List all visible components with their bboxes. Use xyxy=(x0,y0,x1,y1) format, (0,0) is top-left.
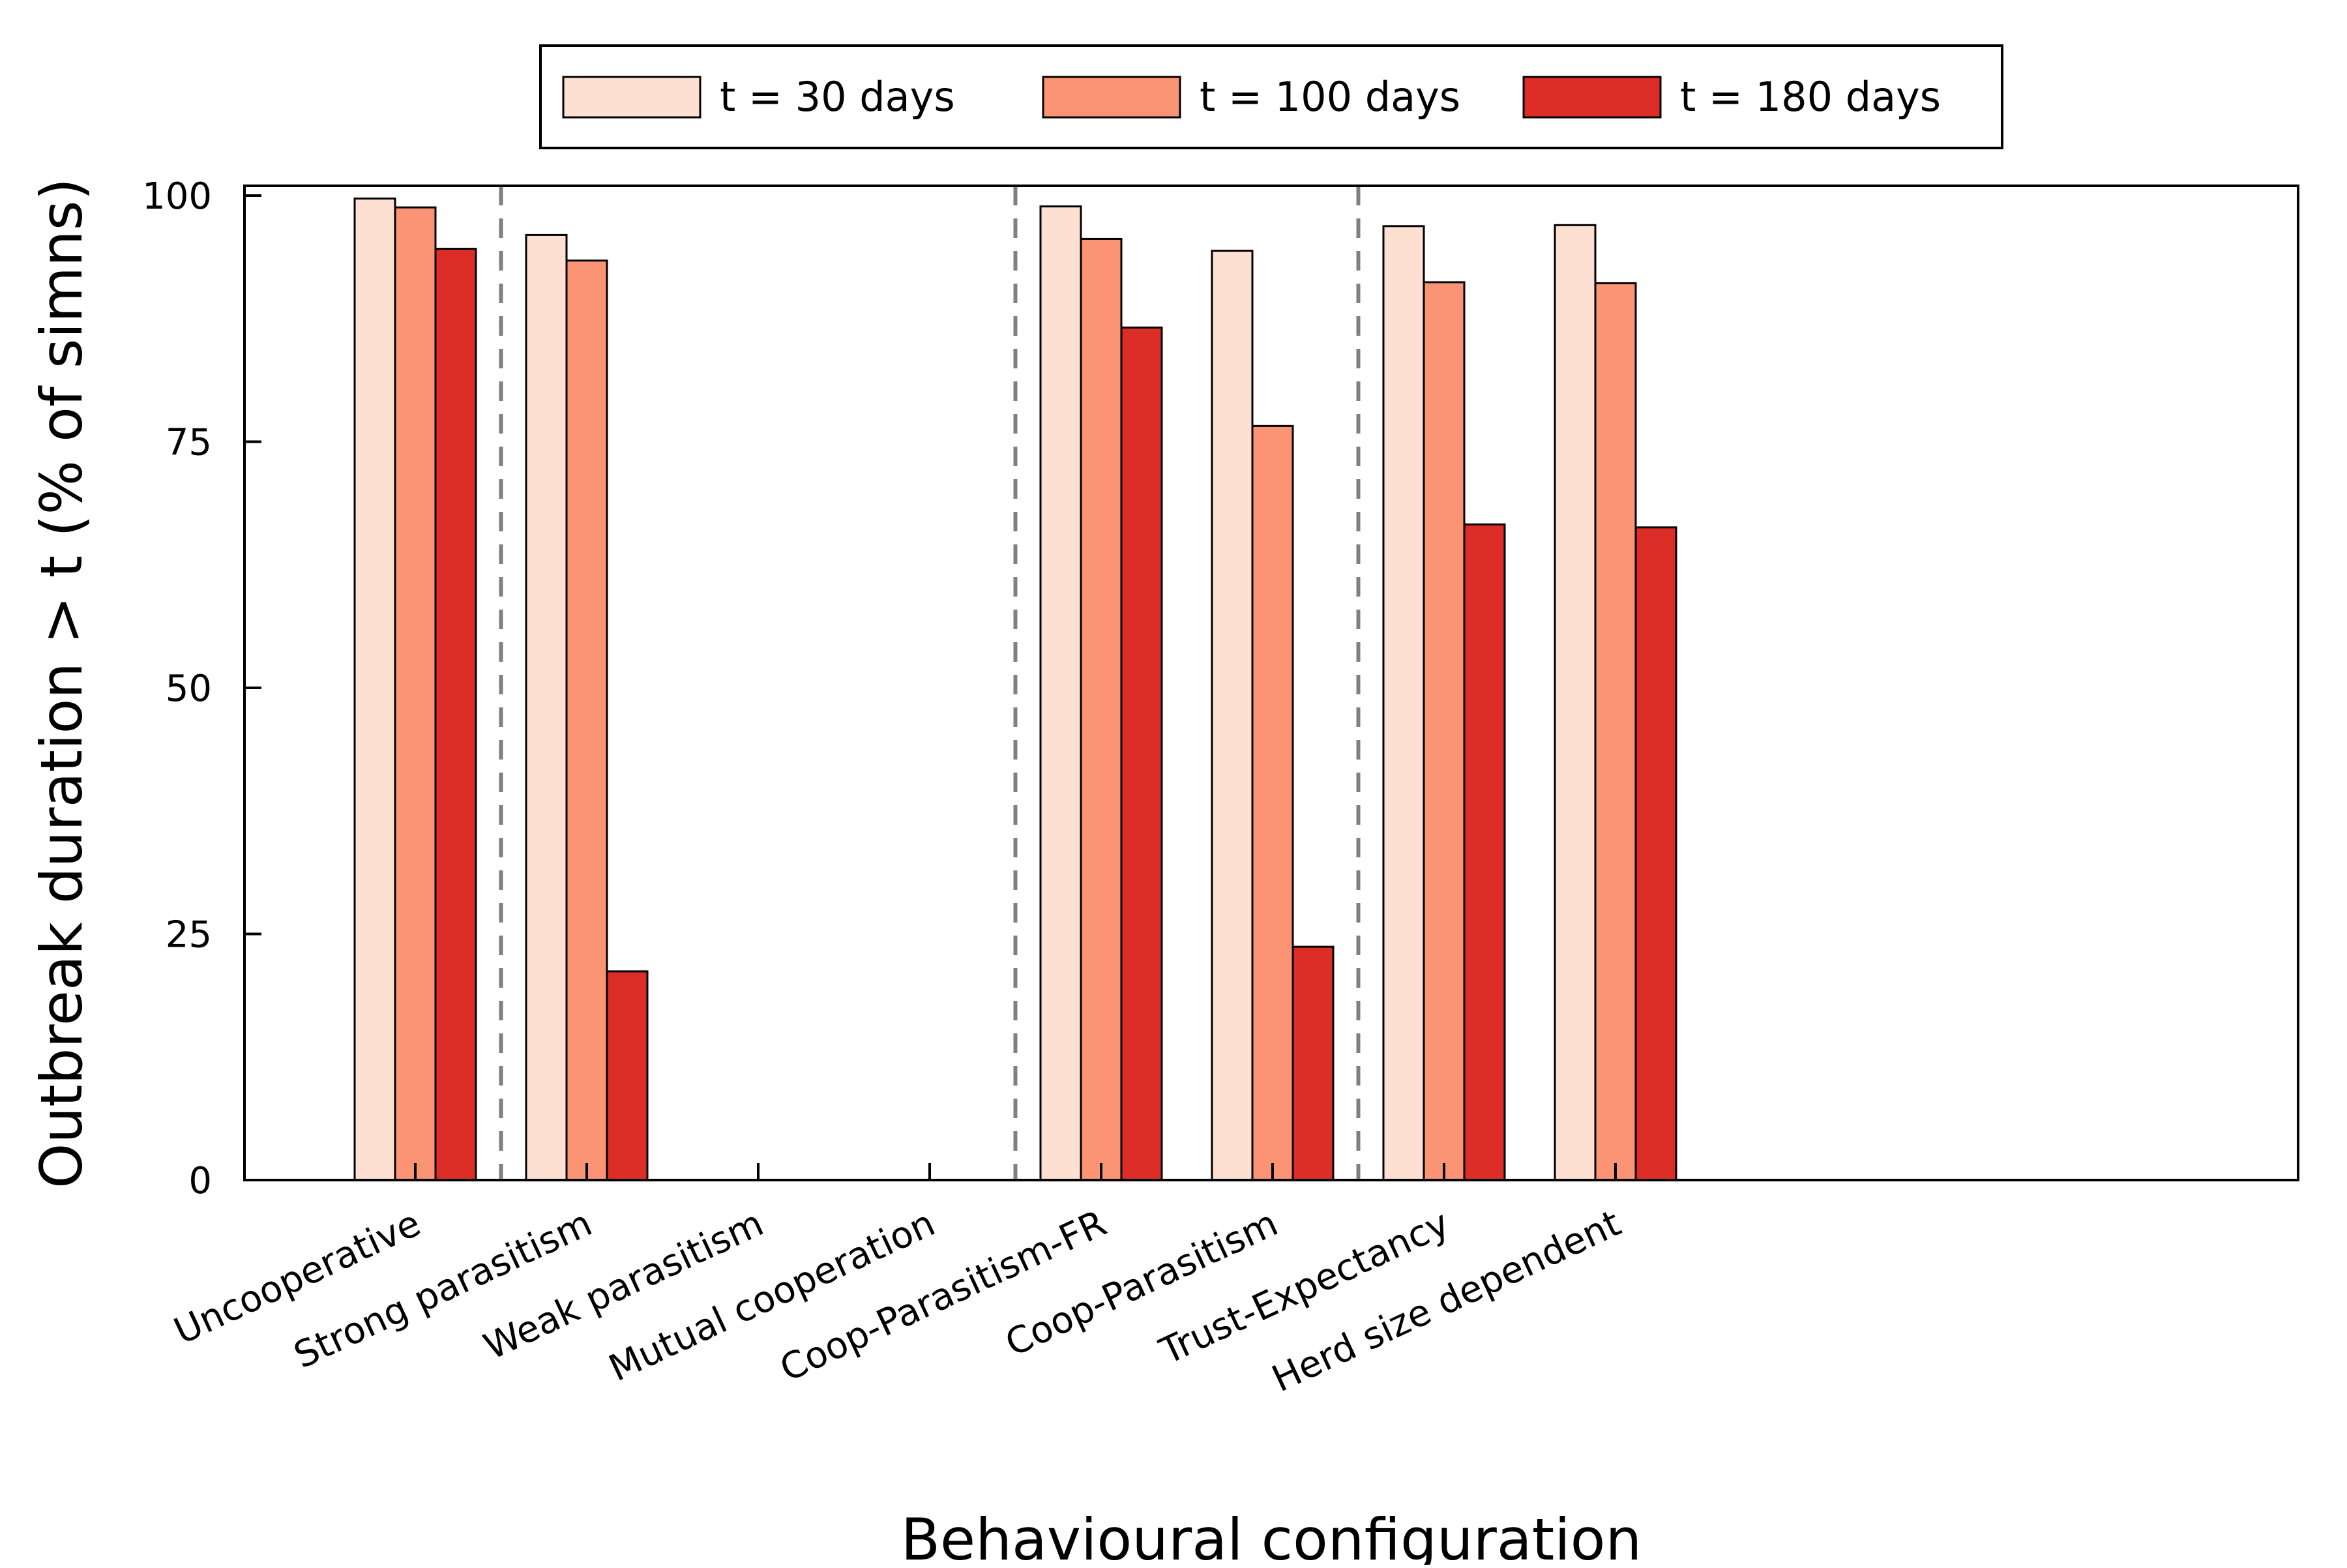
bar-coop-parasitism-t-30-days xyxy=(1211,250,1254,1181)
x-tick-label-coop-parasitism-fr: Coop-Parasitism-FR xyxy=(774,1202,1113,1391)
legend-label-t-180-days: t = 180 days xyxy=(1680,73,1941,121)
legend: t = 30 days t = 100 days t = 180 days xyxy=(539,44,2003,149)
bar-uncooperative-t-30-days xyxy=(353,198,396,1181)
bar-strong-parasitism-t-100-days xyxy=(565,259,608,1181)
y-tick-label: 0 xyxy=(188,1160,212,1202)
legend-swatch-t-180-days xyxy=(1522,76,1662,119)
y-tick-label: 75 xyxy=(166,422,212,464)
y-tick-label: 100 xyxy=(142,175,212,218)
legend-swatch-t-30-days xyxy=(562,76,701,119)
legend-swatch-t-100-days xyxy=(1042,76,1181,119)
y-tick-label: 50 xyxy=(166,668,212,710)
bar-strong-parasitism-t-180-days xyxy=(606,970,649,1181)
bar-herd-size-dependent-t-100-days xyxy=(1594,282,1637,1181)
x-tick-label-mutual-cooperation: Mutual cooperation xyxy=(602,1202,941,1390)
bar-trust-expectancy-t-100-days xyxy=(1423,281,1466,1181)
bar-trust-expectancy-t-30-days xyxy=(1382,225,1425,1181)
y-axis-title: Outbreak duration > t (% of simns) xyxy=(28,178,95,1189)
legend-label-t-100-days: t = 100 days xyxy=(1200,73,1460,121)
bar-coop-parasitism-t-100-days xyxy=(1251,424,1294,1181)
y-tick-label: 25 xyxy=(166,914,212,956)
x-axis-title: Behavioural configuration xyxy=(901,1506,1642,1565)
bar-coop-parasitism-fr-t-180-days xyxy=(1120,326,1163,1181)
bar-trust-expectancy-t-180-days xyxy=(1463,523,1506,1181)
legend-frame xyxy=(539,44,2003,149)
bar-strong-parasitism-t-30-days xyxy=(525,233,568,1181)
bar-uncooperative-t-100-days xyxy=(394,206,437,1181)
bar-coop-parasitism-fr-t-100-days xyxy=(1080,237,1123,1181)
bar-herd-size-dependent-t-30-days xyxy=(1554,224,1597,1181)
bar-coop-parasitism-t-180-days xyxy=(1292,945,1335,1181)
bar-herd-size-dependent-t-180-days xyxy=(1634,526,1677,1181)
x-tick-label-strong-parasitism: Strong parasitism xyxy=(288,1202,598,1377)
bar-coop-parasitism-fr-t-30-days xyxy=(1039,205,1082,1181)
bar-uncooperative-t-180-days xyxy=(434,248,477,1181)
legend-label-t-30-days: t = 30 days xyxy=(720,73,955,121)
